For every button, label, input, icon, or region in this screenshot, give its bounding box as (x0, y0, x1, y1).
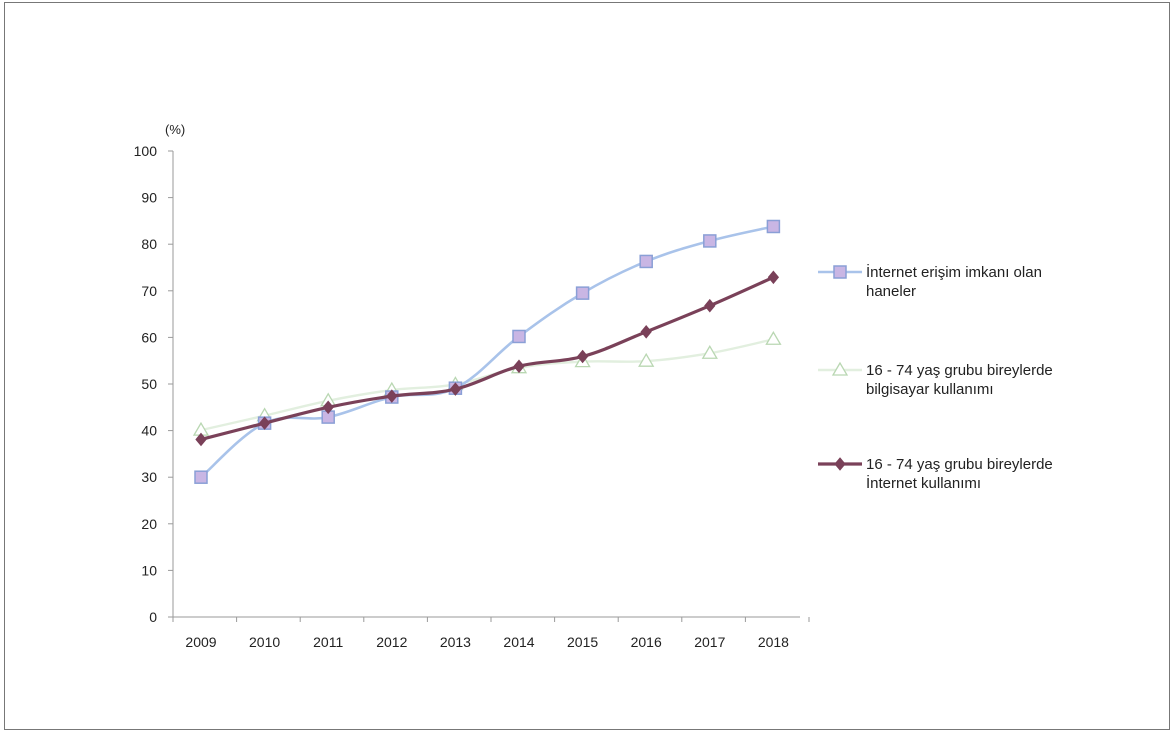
x-tick-label: 2012 (376, 634, 407, 650)
legend-label: bilgisayar kullanımı (866, 381, 994, 398)
x-tick-label: 2014 (503, 634, 534, 650)
legend-label: 16 - 74 yaş grubu bireylerde (866, 362, 1053, 379)
y-axis-unit-label: (%) (165, 122, 185, 137)
y-tick-label: 0 (149, 609, 157, 625)
legend-label: 16 - 74 yaş grubu bireylerde (866, 456, 1053, 473)
legend-marker (834, 457, 846, 471)
y-tick-label: 80 (141, 236, 157, 252)
data-point (512, 329, 526, 344)
x-tick-label: 2017 (694, 634, 725, 650)
y-tick-label: 60 (141, 329, 157, 345)
data-point (576, 349, 589, 364)
series-group (192, 219, 782, 484)
x-tick-label: 2018 (758, 634, 789, 650)
data-point (194, 470, 208, 484)
legend-marker (833, 265, 847, 279)
y-tick-label: 90 (141, 190, 157, 206)
y-tick-label: 10 (141, 562, 157, 578)
data-point (701, 344, 718, 359)
legend-marker (831, 361, 849, 376)
series-line (199, 275, 775, 442)
legend-label: İnternet erişim imkanı olan (866, 263, 1042, 281)
data-point (386, 389, 398, 403)
data-point (766, 219, 781, 234)
data-point (639, 254, 653, 269)
x-tick-label: 2011 (313, 634, 343, 650)
data-point (322, 400, 334, 415)
data-point (767, 270, 780, 285)
data-point (638, 352, 655, 367)
x-tick-label: 2016 (631, 634, 662, 650)
data-point (195, 432, 207, 447)
x-tick-label: 2015 (567, 634, 598, 650)
y-tick-label: 50 (141, 376, 157, 392)
data-point (704, 298, 716, 313)
data-point (575, 286, 590, 300)
series-line (199, 225, 775, 479)
x-tick-label: 2013 (440, 634, 471, 650)
y-tick-label: 20 (141, 516, 157, 532)
legend-label: haneler (866, 283, 916, 300)
data-point (765, 330, 782, 345)
series-line (199, 338, 775, 432)
data-point (513, 359, 525, 374)
data-point (258, 416, 271, 430)
legend-label: İnternet kullanımı (866, 474, 981, 492)
legend: İnternet erişim imkanı olan haneler 16 - 7… (818, 263, 1053, 492)
y-tick-label: 30 (141, 469, 157, 485)
axes: 0 10 20 30 40 50 60 70 80 90 100 (%) 2009 2010 2011 201… (134, 122, 810, 650)
data-point (703, 234, 717, 248)
data-point (640, 325, 652, 339)
y-tick-label: 100 (134, 143, 158, 159)
x-tick-label: 2009 (185, 634, 216, 650)
data-point (449, 382, 462, 396)
y-tick-label: 70 (141, 283, 157, 299)
x-tick-label: 2010 (249, 634, 280, 650)
y-tick-label: 40 (141, 423, 157, 439)
